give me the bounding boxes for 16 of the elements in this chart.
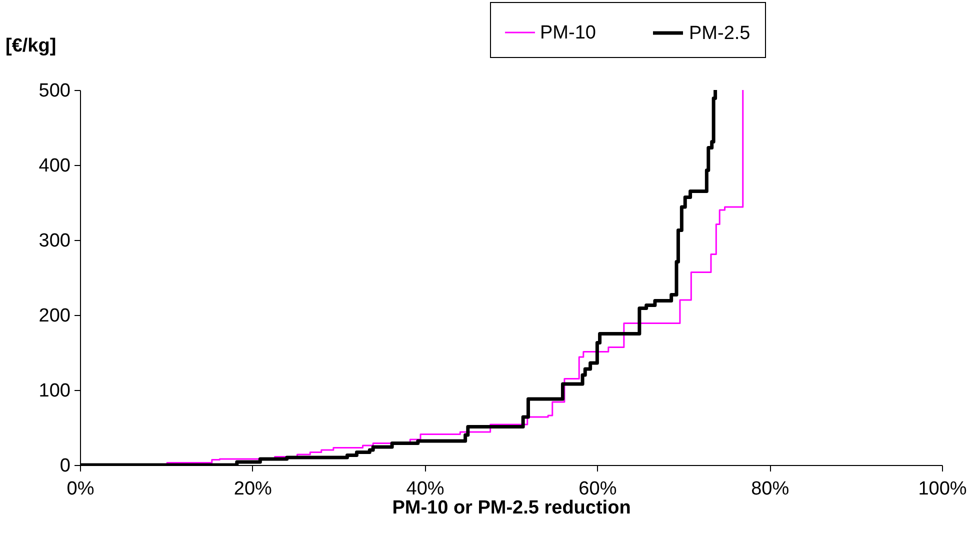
x-tick-label: 60%	[578, 478, 617, 500]
legend-label: PM-2.5	[689, 23, 750, 44]
x-tick-label: 40%	[406, 478, 444, 500]
x-tick-label: 0%	[66, 478, 94, 500]
y-tick-label: 0	[60, 456, 70, 476]
y-tick-label: 100	[38, 380, 70, 402]
y-tick-label: 400	[38, 156, 70, 176]
y-tick-label: 300	[38, 230, 70, 252]
x-tick-label: 100%	[918, 478, 967, 500]
y-tick-label: 500	[38, 80, 70, 102]
legend-label: PM-10	[540, 22, 596, 44]
x-axis-title: PM-10 or PM-2.5 reduction	[392, 498, 631, 518]
y-axis-title: [€/kg]	[6, 36, 56, 56]
y-tick-label: 200	[38, 306, 70, 326]
x-tick-label: 80%	[751, 478, 790, 500]
x-tick-label: 20%	[234, 478, 272, 500]
